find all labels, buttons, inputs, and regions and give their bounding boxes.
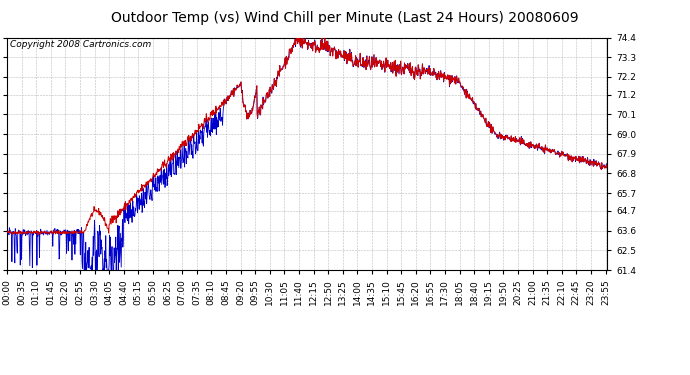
Text: Outdoor Temp (vs) Wind Chill per Minute (Last 24 Hours) 20080609: Outdoor Temp (vs) Wind Chill per Minute …	[111, 11, 579, 25]
Text: Copyright 2008 Cartronics.com: Copyright 2008 Cartronics.com	[10, 40, 151, 49]
